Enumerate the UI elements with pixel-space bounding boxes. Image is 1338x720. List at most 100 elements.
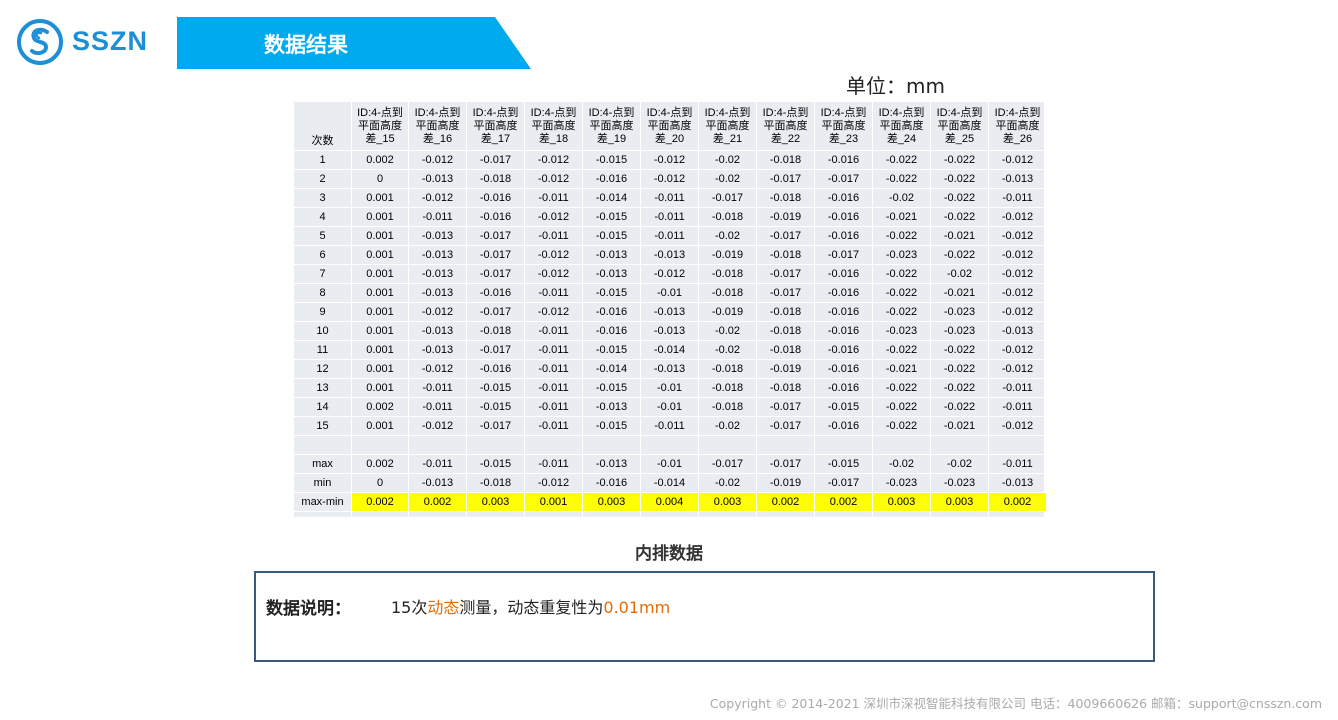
table-cell: -0.012: [524, 207, 583, 227]
row-label: max: [293, 454, 352, 474]
table-row: 10 0.001 -0.013 -0.018 -0.011 -0.016 -0.013 -0.…: [293, 321, 1047, 341]
table-cell: -0.016: [466, 188, 525, 208]
table-cell: -0.011: [524, 378, 583, 398]
table-cell: -0.011: [524, 321, 583, 341]
column-header-line: ID:4-点到: [878, 106, 925, 119]
table-cell: -0.022: [930, 340, 989, 360]
column-header: ID:4-点到 平面高度 差_15: [351, 101, 409, 151]
table-cell: -0.011: [524, 340, 583, 360]
table-cell: -0.011: [408, 397, 467, 417]
table-row: 11 0.001 -0.013 -0.017 -0.011 -0.015 -0.014 -0.…: [293, 340, 1047, 360]
table-cell: -0.018: [698, 397, 757, 417]
column-header-line: 平面高度: [995, 119, 1040, 132]
column-header: ID:4-点到 平面高度 差_23: [814, 101, 873, 151]
table-cell: [351, 435, 409, 455]
table-cell: -0.012: [640, 264, 699, 284]
table-cell: -0.016: [814, 226, 873, 246]
table-cell: -0.02: [872, 188, 931, 208]
row-label: 2: [293, 169, 352, 189]
column-header-line: 差_17: [480, 132, 511, 145]
table-cell: -0.011: [524, 359, 583, 379]
table-cell: -0.018: [756, 188, 815, 208]
table-cell: -0.013: [408, 264, 467, 284]
table-cell: -0.023: [872, 473, 931, 493]
table-row-range: max-min 0.002 0.002 0.003 0.001 0.003 0.004 0.0…: [293, 492, 1047, 512]
table-cell: -0.012: [988, 340, 1047, 360]
table-cell: -0.011: [988, 188, 1047, 208]
table-cell: -0.012: [988, 302, 1047, 322]
table-cell: -0.013: [408, 473, 467, 493]
table-cell: -0.022: [872, 150, 931, 170]
table-cell: -0.012: [988, 359, 1047, 379]
column-header: ID:4-点到 平面高度 差_20: [640, 101, 699, 151]
table-cell: -0.018: [698, 283, 757, 303]
table-cell: [698, 435, 757, 455]
column-header-line: ID:4-点到: [820, 106, 867, 119]
measurement-table: 次数 ID:4-点到 平面高度 差_15 ID:4-点到 平面高度 差_16 ID:4-点到…: [293, 101, 1047, 533]
table-caption: 内排数据: [635, 544, 703, 564]
table-cell: -0.015: [582, 416, 641, 436]
table-cell: -0.013: [408, 169, 467, 189]
table-cell: [524, 511, 583, 533]
table-cell: -0.012: [524, 302, 583, 322]
table-cell: 0.003: [872, 492, 931, 512]
table-cell: -0.013: [640, 245, 699, 265]
table-cell: -0.012: [988, 283, 1047, 303]
column-header-line: 平面高度: [937, 119, 982, 132]
table-cell: -0.016: [814, 416, 873, 436]
table-cell: -0.011: [640, 188, 699, 208]
table-cell: -0.023: [930, 302, 989, 322]
table-cell: -0.021: [930, 226, 989, 246]
table-cell: -0.015: [582, 207, 641, 227]
table-cell: -0.023: [872, 245, 931, 265]
table-cell: -0.012: [988, 245, 1047, 265]
note-highlight: 动态: [427, 598, 460, 617]
table-cell: -0.015: [466, 454, 525, 474]
table-cell: -0.012: [524, 473, 583, 493]
table-cell: [524, 435, 583, 455]
table-cell: [814, 435, 873, 455]
table-cell: -0.022: [872, 302, 931, 322]
table-cell: -0.011: [524, 283, 583, 303]
table-cell: -0.016: [814, 340, 873, 360]
table-cell: -0.011: [524, 397, 583, 417]
table-cell: -0.016: [582, 169, 641, 189]
row-label: 10: [293, 321, 352, 341]
table-cell: -0.011: [524, 226, 583, 246]
column-header-line: 差_19: [596, 132, 627, 145]
table-cell: -0.02: [698, 416, 757, 436]
column-header-line: ID:4-点到: [530, 106, 577, 119]
table-cell: -0.017: [756, 416, 815, 436]
page-title: 数据结果: [264, 33, 348, 57]
table-cell: -0.017: [466, 416, 525, 436]
column-header-line: 差_24: [886, 132, 917, 145]
column-header: ID:4-点到 平面高度 差_18: [524, 101, 583, 151]
note-text: 15次动态测量，动态重复性为0.01mm: [391, 594, 670, 618]
table-cell: [930, 435, 989, 455]
table-cell: 0.001: [351, 340, 409, 360]
table-row: 5 0.001 -0.013 -0.017 -0.011 -0.015 -0.011 -0.0…: [293, 226, 1047, 246]
table-cell: [408, 435, 467, 455]
table-cell: -0.011: [408, 454, 467, 474]
table-cell: -0.017: [756, 397, 815, 417]
table-cell: -0.013: [582, 397, 641, 417]
column-header-line: ID:4-点到: [994, 106, 1041, 119]
column-header-line: ID:4-点到: [704, 106, 751, 119]
table-cell: -0.016: [814, 359, 873, 379]
table-cell: -0.018: [698, 264, 757, 284]
table-cell: -0.017: [756, 283, 815, 303]
table-cell: -0.02: [698, 226, 757, 246]
table-cell: -0.012: [524, 169, 583, 189]
table-cell: -0.014: [640, 473, 699, 493]
footer-copyright: Copyright © 2014-2021 深圳市深视智能科技有限公司 电话：4…: [709, 696, 1322, 711]
table-cell: -0.017: [698, 454, 757, 474]
table-cell: -0.012: [988, 416, 1047, 436]
table-row: 3 0.001 -0.012 -0.016 -0.011 -0.014 -0.011 -0.0…: [293, 188, 1047, 208]
column-header-line: 差_18: [538, 132, 569, 145]
table-cell: -0.012: [408, 150, 467, 170]
column-header-line: 平面高度: [415, 119, 460, 132]
table-cell: 0: [351, 169, 409, 189]
data-table-container: 次数 ID:4-点到 平面高度 差_15 ID:4-点到 平面高度 差_16 ID:4-点到…: [293, 101, 1047, 533]
table-cell: -0.022: [930, 378, 989, 398]
column-header-line: 平面高度: [763, 119, 808, 132]
